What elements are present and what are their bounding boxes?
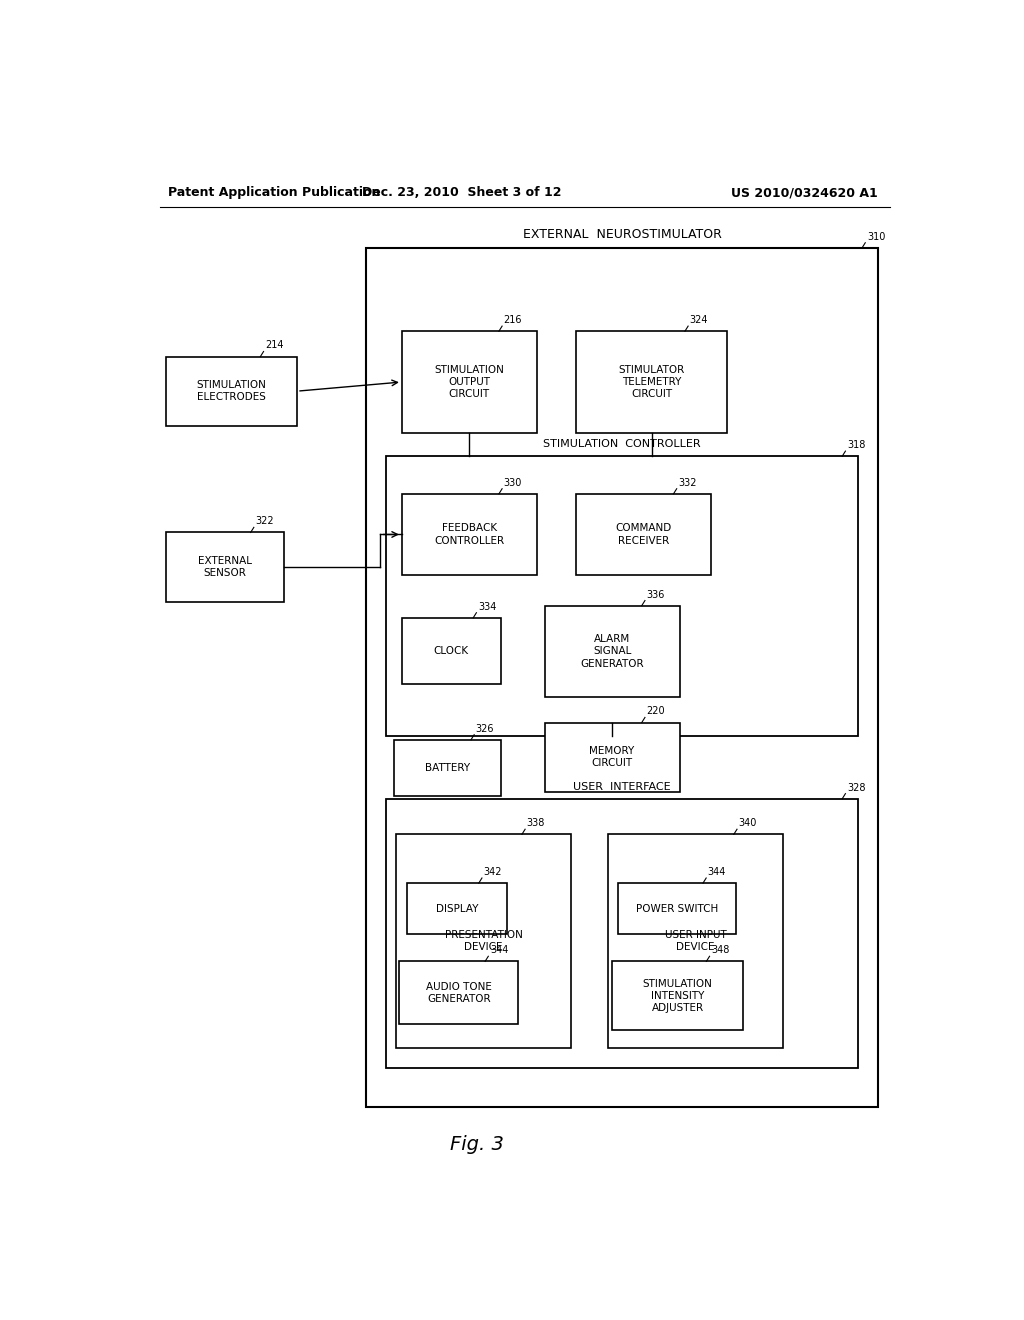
Text: 220: 220 bbox=[646, 706, 666, 717]
Bar bbox=[401, 494, 537, 576]
Text: 324: 324 bbox=[690, 315, 709, 325]
Text: EXTERNAL
SENSOR: EXTERNAL SENSOR bbox=[198, 556, 252, 578]
Text: EXTERNAL  NEUROSTIMULATOR: EXTERNAL NEUROSTIMULATOR bbox=[522, 228, 722, 240]
Text: ALARM
SIGNAL
GENERATOR: ALARM SIGNAL GENERATOR bbox=[581, 634, 644, 669]
Bar bbox=[367, 248, 878, 1106]
Text: 334: 334 bbox=[478, 602, 497, 611]
Text: 216: 216 bbox=[504, 315, 522, 325]
Text: Fig. 3: Fig. 3 bbox=[451, 1135, 504, 1154]
Text: 336: 336 bbox=[646, 590, 665, 599]
Text: PRESENTATION
DEVICE: PRESENTATION DEVICE bbox=[444, 929, 522, 952]
Text: 338: 338 bbox=[526, 818, 545, 828]
Bar bbox=[401, 331, 537, 433]
Text: US 2010/0324620 A1: US 2010/0324620 A1 bbox=[731, 186, 878, 199]
Bar bbox=[394, 739, 501, 796]
Text: 332: 332 bbox=[678, 478, 696, 487]
Text: STIMULATOR
TELEMETRY
CIRCUIT: STIMULATOR TELEMETRY CIRCUIT bbox=[618, 364, 685, 400]
Text: 322: 322 bbox=[255, 516, 274, 527]
Text: AUDIO TONE
GENERATOR: AUDIO TONE GENERATOR bbox=[426, 982, 492, 1005]
Bar bbox=[577, 494, 712, 576]
Text: 348: 348 bbox=[711, 945, 729, 956]
Text: DISPLAY: DISPLAY bbox=[435, 903, 478, 913]
Text: 344: 344 bbox=[708, 867, 726, 876]
Text: 342: 342 bbox=[483, 867, 502, 876]
Text: CLOCK: CLOCK bbox=[434, 645, 469, 656]
Text: 318: 318 bbox=[847, 440, 865, 450]
Text: 326: 326 bbox=[476, 723, 495, 734]
Text: STIMULATION
ELECTRODES: STIMULATION ELECTRODES bbox=[197, 380, 266, 403]
Bar bbox=[618, 883, 736, 935]
Text: 340: 340 bbox=[738, 818, 757, 828]
Bar bbox=[608, 834, 782, 1048]
Bar bbox=[166, 532, 284, 602]
Text: Dec. 23, 2010  Sheet 3 of 12: Dec. 23, 2010 Sheet 3 of 12 bbox=[361, 186, 561, 199]
Bar bbox=[166, 356, 297, 426]
Text: BATTERY: BATTERY bbox=[425, 763, 470, 772]
Text: STIMULATION  CONTROLLER: STIMULATION CONTROLLER bbox=[543, 440, 700, 449]
Text: 310: 310 bbox=[867, 232, 885, 242]
Text: 330: 330 bbox=[504, 478, 522, 487]
Bar bbox=[577, 331, 727, 433]
Bar bbox=[612, 961, 743, 1031]
Text: USER INPUT
DEVICE: USER INPUT DEVICE bbox=[665, 929, 726, 952]
Text: STIMULATION
OUTPUT
CIRCUIT: STIMULATION OUTPUT CIRCUIT bbox=[434, 364, 504, 400]
Bar bbox=[545, 722, 680, 792]
Text: USER  INTERFACE: USER INTERFACE bbox=[573, 781, 671, 792]
Bar bbox=[386, 799, 858, 1068]
Bar bbox=[396, 834, 570, 1048]
Text: MEMORY
CIRCUIT: MEMORY CIRCUIT bbox=[590, 746, 635, 768]
Text: COMMAND
RECEIVER: COMMAND RECEIVER bbox=[615, 523, 672, 545]
Text: 344: 344 bbox=[489, 945, 508, 956]
Bar bbox=[399, 961, 518, 1024]
Text: POWER SWITCH: POWER SWITCH bbox=[636, 903, 718, 913]
Bar bbox=[401, 618, 501, 684]
Bar bbox=[408, 883, 507, 935]
Bar bbox=[386, 457, 858, 735]
Bar bbox=[545, 606, 680, 697]
Text: 214: 214 bbox=[265, 341, 284, 351]
Text: FEEDBACK
CONTROLLER: FEEDBACK CONTROLLER bbox=[434, 523, 504, 545]
Text: STIMULATION
INTENSITY
ADJUSTER: STIMULATION INTENSITY ADJUSTER bbox=[643, 978, 713, 1014]
Text: Patent Application Publication: Patent Application Publication bbox=[168, 186, 380, 199]
Text: 328: 328 bbox=[847, 783, 865, 792]
